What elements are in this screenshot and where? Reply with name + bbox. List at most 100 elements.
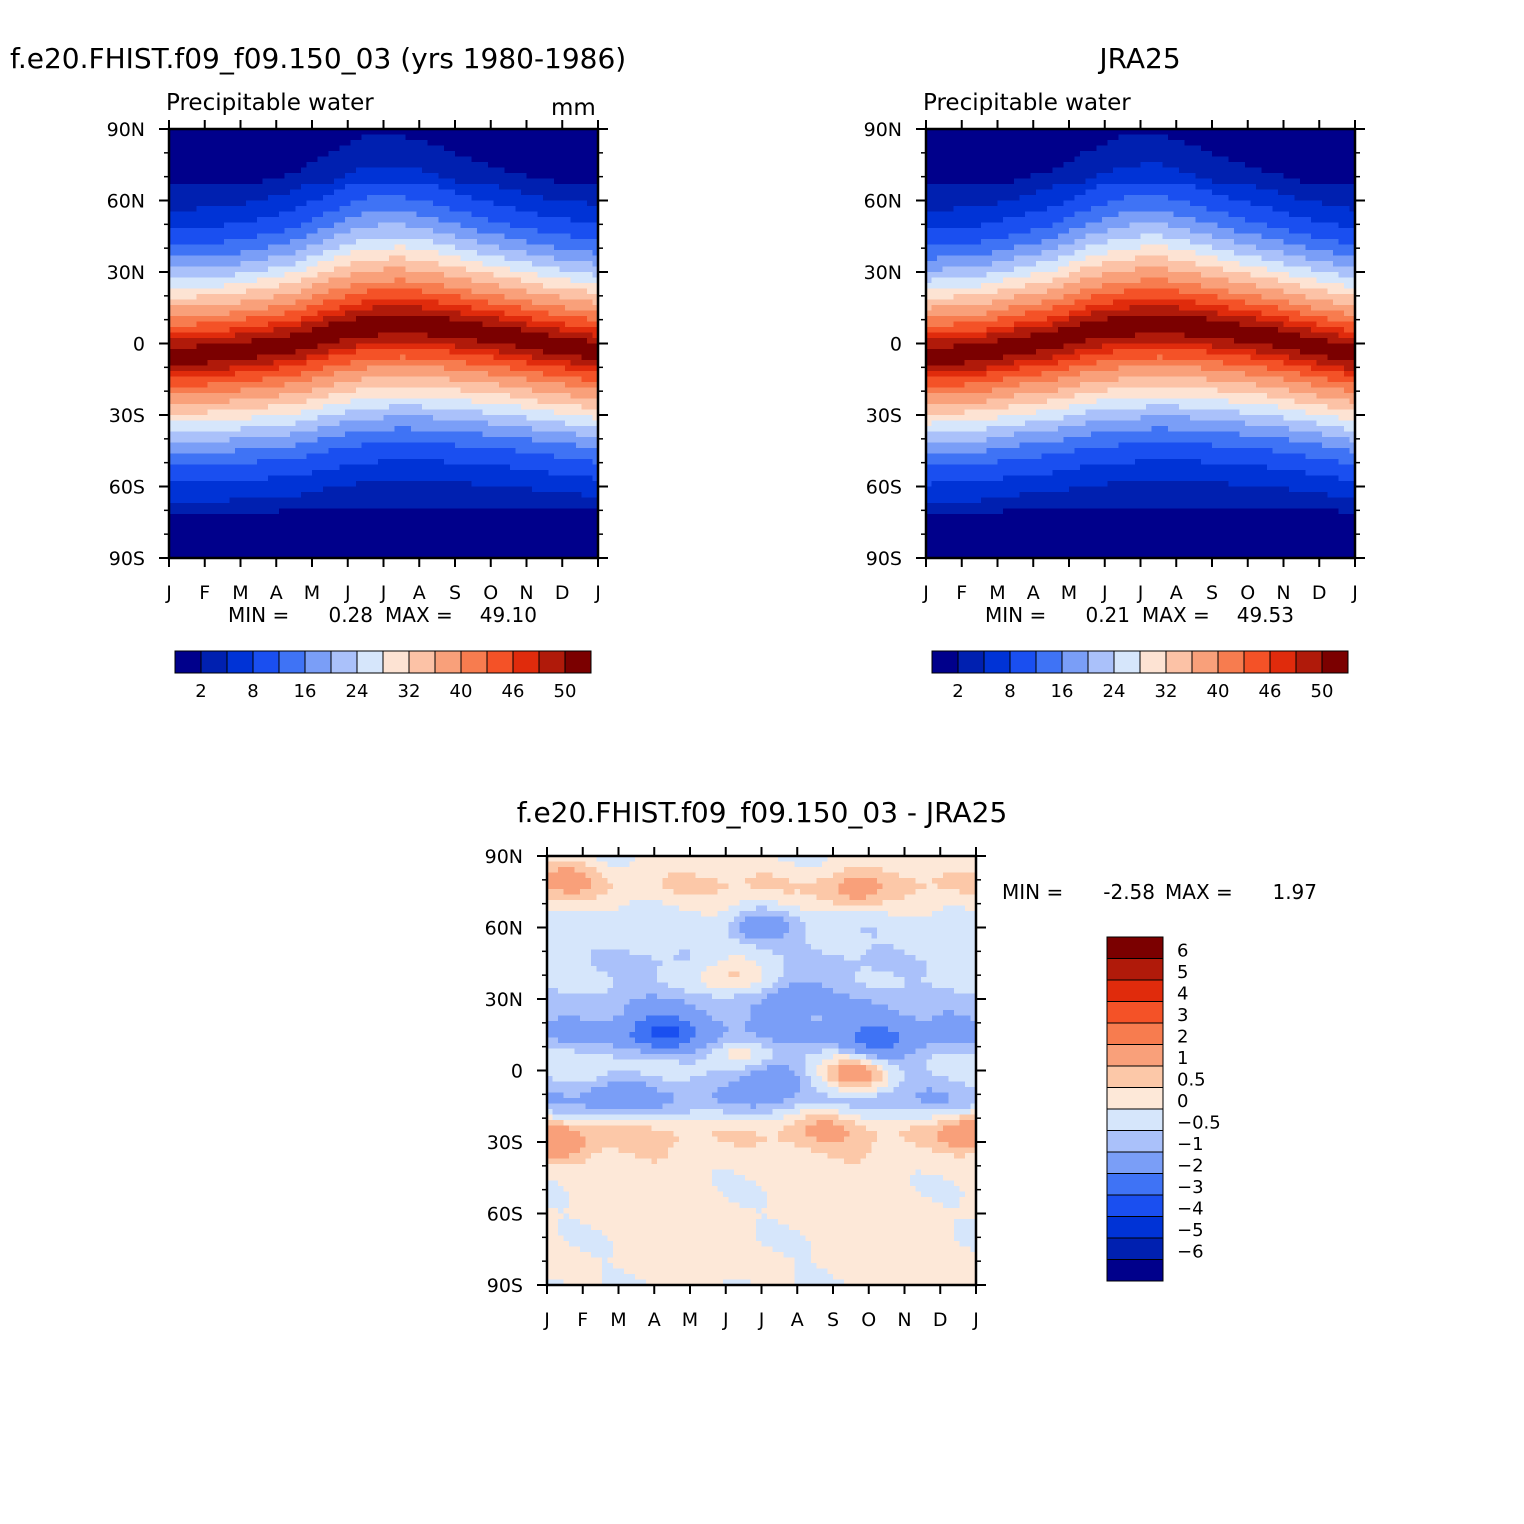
contour-cell bbox=[472, 195, 478, 201]
contour-cell bbox=[400, 179, 406, 185]
contour-cell bbox=[224, 217, 230, 223]
contour-cell bbox=[180, 184, 186, 190]
contour-cell bbox=[246, 151, 252, 157]
contour-cell bbox=[356, 135, 362, 141]
contour-cell bbox=[400, 212, 406, 218]
contour-cell bbox=[235, 206, 241, 212]
contour-cell bbox=[307, 217, 313, 223]
contour-cell bbox=[499, 184, 505, 190]
contour-cell bbox=[373, 135, 379, 141]
contour-cell bbox=[285, 140, 291, 146]
contour-cell bbox=[428, 146, 434, 152]
contour-cell bbox=[373, 140, 379, 146]
contour-cell bbox=[241, 151, 247, 157]
contour-cell bbox=[587, 162, 593, 168]
contour-cell bbox=[329, 140, 335, 146]
contour-cell bbox=[521, 223, 527, 229]
contour-cell bbox=[483, 184, 489, 190]
contour-cell bbox=[279, 173, 285, 179]
contour-cell bbox=[582, 146, 588, 152]
contour-cell bbox=[274, 223, 280, 229]
contour-cell bbox=[345, 206, 351, 212]
contour-cell bbox=[488, 135, 494, 141]
contour-cell bbox=[202, 140, 208, 146]
contour-cell bbox=[499, 195, 505, 201]
contour-cell bbox=[433, 151, 439, 157]
contour-cell bbox=[208, 195, 214, 201]
contour-cell bbox=[219, 162, 225, 168]
contour-cell bbox=[587, 179, 593, 185]
contour-cell bbox=[494, 223, 500, 229]
contour-cell bbox=[334, 146, 340, 152]
contour-cell bbox=[571, 157, 577, 163]
contour-cell bbox=[472, 173, 478, 179]
contour-cell bbox=[202, 151, 208, 157]
contour-cell bbox=[351, 157, 357, 163]
contour-cell bbox=[571, 217, 577, 223]
contour-cell bbox=[378, 140, 384, 146]
contour-cell bbox=[257, 146, 263, 152]
contour-cell bbox=[576, 217, 582, 223]
contour-cell bbox=[312, 195, 318, 201]
contour-cell bbox=[576, 179, 582, 185]
contour-cell bbox=[318, 206, 324, 212]
contour-cell bbox=[362, 206, 368, 212]
contour-cell bbox=[422, 223, 428, 229]
contour-cell bbox=[510, 206, 516, 212]
contour-cell bbox=[483, 168, 489, 174]
contour-cell bbox=[301, 201, 307, 207]
contour-cell bbox=[230, 140, 236, 146]
contour-cell bbox=[186, 206, 192, 212]
contour-cell bbox=[345, 184, 351, 190]
contour-cell bbox=[477, 146, 483, 152]
contour-cell bbox=[296, 223, 302, 229]
contour-cell bbox=[290, 135, 296, 141]
contour-cell bbox=[268, 146, 274, 152]
contour-cell bbox=[576, 162, 582, 168]
contour-cell bbox=[538, 184, 544, 190]
contour-cell bbox=[389, 212, 395, 218]
contour-cell bbox=[285, 146, 291, 152]
contour-cell bbox=[488, 201, 494, 207]
contour-cell bbox=[527, 190, 533, 196]
contour-cell bbox=[428, 162, 434, 168]
contour-cell bbox=[488, 168, 494, 174]
contour-cell bbox=[268, 223, 274, 229]
contour-cell bbox=[472, 190, 478, 196]
contour-cell bbox=[538, 162, 544, 168]
contour-cell bbox=[400, 201, 406, 207]
contour-cell bbox=[340, 162, 346, 168]
contour-cell bbox=[565, 212, 571, 218]
contour-cell bbox=[549, 146, 555, 152]
contour-cell bbox=[389, 206, 395, 212]
contour-cell bbox=[400, 217, 406, 223]
contour-cell bbox=[345, 195, 351, 201]
contour-cell bbox=[263, 135, 269, 141]
contour-cell bbox=[191, 206, 197, 212]
contour-cell bbox=[191, 228, 197, 234]
contour-cell bbox=[224, 195, 230, 201]
contour-cell bbox=[389, 168, 395, 174]
contour-cell bbox=[587, 206, 593, 212]
contour-cell bbox=[439, 173, 445, 179]
contour-cell bbox=[565, 195, 571, 201]
contour-cell bbox=[307, 179, 313, 185]
contour-cell bbox=[549, 151, 555, 157]
contour-cell bbox=[499, 206, 505, 212]
contour-cell bbox=[472, 162, 478, 168]
contour-cell bbox=[345, 168, 351, 174]
contour-cell bbox=[389, 190, 395, 196]
contour-cell bbox=[521, 140, 527, 146]
contour-cell bbox=[296, 157, 302, 163]
contour-cell bbox=[318, 173, 324, 179]
contour-cell bbox=[461, 195, 467, 201]
contour-cell bbox=[296, 184, 302, 190]
contour-cell bbox=[241, 135, 247, 141]
contour-cell bbox=[362, 151, 368, 157]
contour-cell bbox=[274, 195, 280, 201]
contour-cell bbox=[257, 135, 263, 141]
contour-cell bbox=[340, 157, 346, 163]
contour-cell bbox=[373, 223, 379, 229]
contour-cell bbox=[246, 157, 252, 163]
contour-cell bbox=[356, 212, 362, 218]
